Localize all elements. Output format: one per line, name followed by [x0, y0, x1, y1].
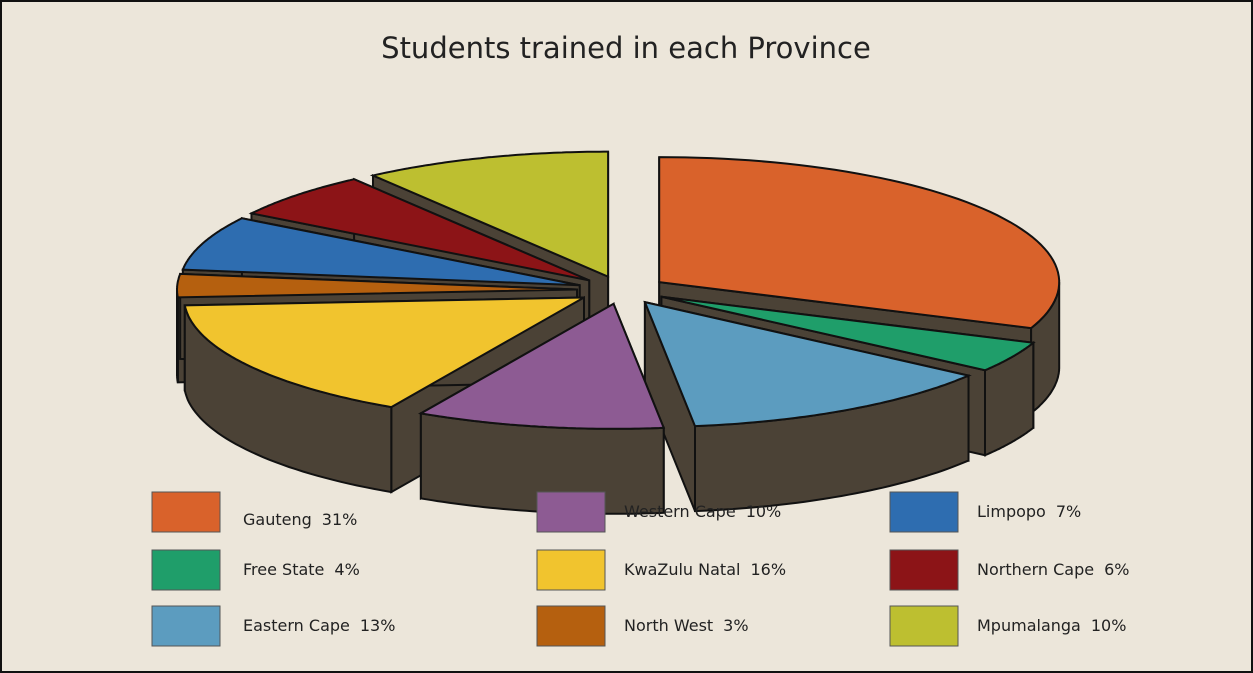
- legend-label: North West 3%: [624, 616, 749, 635]
- legend-name: Limpopo: [977, 502, 1046, 521]
- legend-value: 10%: [1091, 616, 1127, 635]
- legend-swatch: [151, 605, 221, 647]
- legend-name: Eastern Cape: [243, 616, 350, 635]
- legend-swatch: [536, 491, 606, 533]
- legend-label: Northern Cape 6%: [977, 560, 1129, 579]
- legend-value: 31%: [322, 510, 358, 529]
- legend-value: 16%: [750, 560, 786, 579]
- legend-label: KwaZulu Natal 16%: [624, 560, 786, 579]
- legend-label: Eastern Cape 13%: [243, 616, 395, 635]
- slice-top: [181, 217, 580, 287]
- legend-label: Mpumalanga 10%: [977, 616, 1126, 635]
- legend-swatch: [889, 491, 959, 533]
- legend-value: 3%: [723, 616, 748, 635]
- legend-name: Mpumalanga: [977, 616, 1081, 635]
- slice-top: [176, 272, 578, 299]
- legend-value: 13%: [360, 616, 396, 635]
- legend-name: Free State: [243, 560, 324, 579]
- slice-top: [661, 295, 1036, 372]
- legend-label: Free State 4%: [243, 560, 360, 579]
- slice-top: [643, 300, 972, 428]
- slice: [643, 300, 972, 513]
- legend-value: 7%: [1056, 502, 1081, 521]
- slice-top: [183, 296, 585, 409]
- legend-swatch: [536, 549, 606, 591]
- legend-label: Limpopo 7%: [977, 502, 1081, 521]
- legend-value: 4%: [334, 560, 359, 579]
- legend-swatch: [151, 549, 221, 591]
- legend-swatch: [889, 605, 959, 647]
- slice-top: [658, 156, 1061, 330]
- legend-swatch: [151, 491, 221, 533]
- slice: [417, 302, 666, 515]
- legend-swatch: [889, 549, 959, 591]
- legend-label: Gauteng 31%: [243, 510, 357, 529]
- legend-value: 10%: [746, 502, 782, 521]
- legend-name: KwaZulu Natal: [624, 560, 740, 579]
- slice-outer-side: [176, 289, 179, 383]
- legend-swatch: [536, 605, 606, 647]
- legend-name: North West: [624, 616, 713, 635]
- chart-title: Students trained in each Province: [381, 31, 871, 65]
- legend-name: Gauteng: [243, 510, 312, 529]
- legend-name: Northern Cape: [977, 560, 1094, 579]
- legend-name: Western Cape: [624, 502, 736, 521]
- slice-top: [417, 302, 666, 430]
- legend-value: 6%: [1104, 560, 1129, 579]
- legend-label: Western Cape 10%: [624, 502, 781, 521]
- slice-top: [248, 178, 590, 282]
- slice-top: [369, 150, 610, 279]
